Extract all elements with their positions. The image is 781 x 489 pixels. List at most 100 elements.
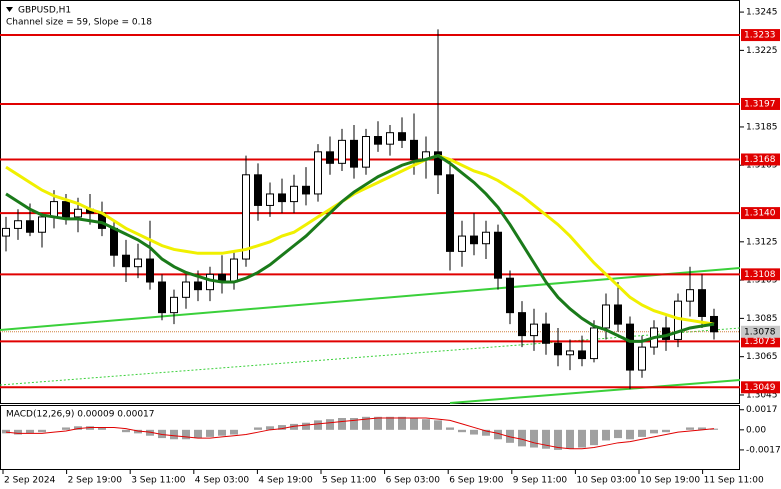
candle-body bbox=[122, 254, 130, 268]
x-tick-label: 4 Sep 03:00 bbox=[195, 476, 250, 486]
level-tag bbox=[741, 335, 780, 348]
x-tick-label: 11 Sep 11:00 bbox=[704, 476, 764, 486]
candle-body bbox=[170, 296, 178, 314]
candle-body bbox=[242, 174, 250, 260]
candle-body bbox=[386, 132, 394, 145]
macd-bar bbox=[194, 429, 202, 439]
macd-bar bbox=[446, 427, 454, 430]
candle-body bbox=[50, 201, 58, 218]
candle-body bbox=[434, 151, 442, 176]
moving-average bbox=[5, 154, 715, 343]
candle-body bbox=[182, 281, 190, 298]
trend-line bbox=[449, 379, 741, 404]
candle-body bbox=[638, 346, 646, 371]
y-tick-label: 0.0017 bbox=[746, 405, 778, 415]
macd-bar bbox=[266, 426, 274, 430]
y-tick-label: 1.3045 bbox=[746, 390, 778, 400]
macd-bar bbox=[506, 429, 514, 443]
macd-bar bbox=[602, 429, 610, 441]
macd-bar bbox=[638, 429, 646, 437]
level-tag bbox=[741, 153, 780, 166]
macd-bar bbox=[434, 420, 442, 430]
macd-bar bbox=[62, 427, 70, 430]
macd-bar bbox=[578, 429, 586, 448]
macd-bar bbox=[314, 420, 322, 430]
candle-body bbox=[14, 220, 22, 229]
candle-body bbox=[350, 139, 358, 168]
y-tick-label: 1.3105 bbox=[746, 276, 778, 286]
macd-bar bbox=[2, 429, 10, 434]
candle-body bbox=[578, 350, 586, 360]
candle-body bbox=[410, 139, 418, 160]
macd-bar bbox=[398, 416, 406, 430]
candle-body bbox=[206, 273, 214, 291]
macd-bar bbox=[494, 429, 502, 440]
macd-bar bbox=[38, 429, 46, 433]
macd-bar bbox=[158, 429, 166, 439]
candle-body bbox=[230, 258, 238, 283]
macd-bar bbox=[290, 423, 298, 430]
macd-bar bbox=[530, 429, 538, 448]
candle-body bbox=[470, 235, 478, 245]
y-tick-label: 1.3125 bbox=[746, 237, 778, 247]
macd-bar bbox=[422, 419, 430, 430]
candle-body bbox=[266, 193, 274, 206]
y-tick-label: 1.3245 bbox=[746, 8, 778, 18]
macd-bar bbox=[626, 429, 634, 440]
level-tag bbox=[741, 381, 780, 394]
level-label: 1.3108 bbox=[744, 270, 776, 280]
macd-bar bbox=[146, 429, 154, 436]
macd-bar bbox=[518, 429, 526, 447]
macd-bar bbox=[98, 427, 106, 430]
macd-bar bbox=[458, 429, 466, 433]
macd-title: MACD(12,26,9) 0.00009 0.00017 bbox=[6, 410, 155, 420]
candle-body bbox=[494, 231, 502, 279]
candle-body bbox=[542, 323, 550, 344]
candle-body bbox=[314, 151, 322, 195]
macd-bar bbox=[26, 429, 34, 434]
last-price-tag bbox=[741, 325, 780, 338]
y-tick-label: 0.00 bbox=[746, 425, 766, 435]
candle-body bbox=[590, 327, 598, 360]
macd-bar bbox=[326, 419, 334, 430]
x-tick-label: 9 Sep 11:00 bbox=[513, 476, 568, 486]
macd-bar bbox=[710, 428, 718, 430]
candle-body bbox=[158, 281, 166, 314]
x-tick-label: 10 Sep 03:00 bbox=[576, 476, 636, 486]
candle-body bbox=[614, 304, 622, 325]
x-tick-label: 6 Sep 03:00 bbox=[386, 476, 441, 486]
y-tick-label: -0.0017 bbox=[746, 445, 781, 455]
macd-bar bbox=[410, 418, 418, 430]
macd-bar bbox=[362, 416, 370, 430]
candle-body bbox=[698, 289, 706, 317]
x-tick-label: 4 Sep 19:00 bbox=[258, 476, 313, 486]
level-label: 1.3073 bbox=[744, 337, 776, 347]
level-label: 1.3049 bbox=[744, 383, 776, 393]
candle-body bbox=[482, 231, 490, 245]
y-tick-label: 1.3065 bbox=[746, 352, 778, 362]
candle-body bbox=[554, 342, 562, 356]
macd-bar bbox=[74, 426, 82, 430]
candle-body bbox=[146, 258, 154, 283]
x-tick-label: 6 Sep 19:00 bbox=[449, 476, 504, 486]
candle-body bbox=[74, 208, 82, 218]
candle-body bbox=[506, 277, 514, 314]
macd-bar bbox=[122, 429, 130, 433]
candle-body bbox=[326, 151, 334, 164]
candle-body bbox=[518, 312, 526, 337]
level-label: 1.3140 bbox=[744, 209, 776, 219]
macd-bar bbox=[566, 429, 574, 449]
macd-bar bbox=[614, 429, 622, 439]
macd-bar bbox=[278, 425, 286, 430]
moving-average bbox=[5, 154, 715, 326]
level-label: 1.3233 bbox=[744, 31, 776, 41]
macd-bar bbox=[686, 427, 694, 430]
candle-body bbox=[194, 281, 202, 291]
macd-bar bbox=[542, 429, 550, 449]
macd-bar bbox=[350, 418, 358, 430]
candle-body bbox=[302, 185, 310, 195]
last-price-label: 1.3078 bbox=[744, 327, 776, 337]
macd-bar bbox=[86, 426, 94, 430]
macd-bar bbox=[470, 429, 478, 435]
macd-bar bbox=[230, 429, 238, 435]
